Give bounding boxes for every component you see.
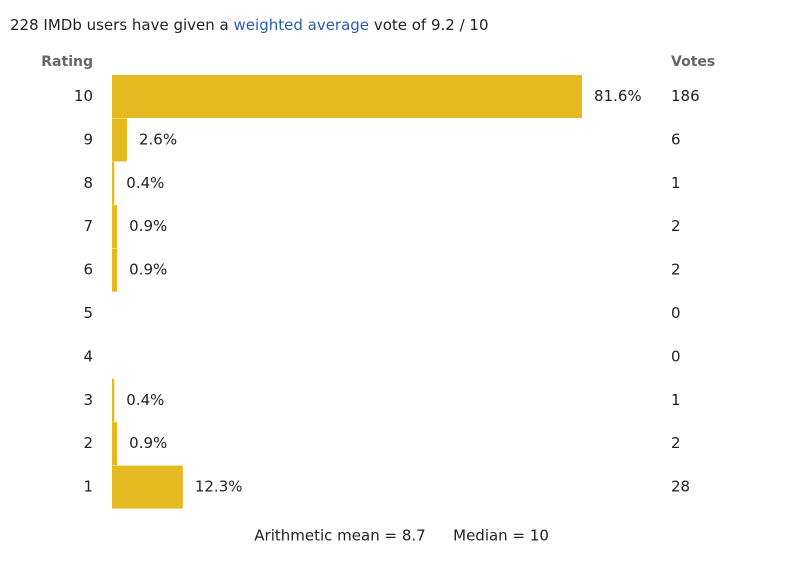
votes-header: Votes bbox=[671, 54, 715, 70]
bar bbox=[112, 422, 118, 466]
rating-label: 3 bbox=[83, 391, 93, 409]
rating-label: 9 bbox=[83, 130, 93, 148]
bar bbox=[112, 118, 127, 162]
percent-label: 12.3% bbox=[195, 478, 243, 496]
rating-label: 5 bbox=[83, 304, 93, 322]
votes-count: 186 bbox=[671, 87, 700, 105]
summary-prefix: 228 IMDb users have given a bbox=[10, 16, 229, 34]
bar bbox=[112, 161, 115, 205]
votes-count: 1 bbox=[671, 174, 681, 192]
bar bbox=[112, 378, 115, 422]
bar bbox=[112, 75, 583, 118]
bar bbox=[112, 248, 118, 292]
percent-label: 0.9% bbox=[129, 261, 167, 279]
rating-label: 7 bbox=[83, 217, 93, 235]
votes-count: 2 bbox=[671, 217, 681, 235]
votes-count: 0 bbox=[671, 304, 681, 322]
votes-count: 1 bbox=[671, 391, 681, 409]
mean: Arithmetic mean = 8.7 bbox=[254, 527, 425, 545]
rating-label: 10 bbox=[74, 87, 93, 105]
percent-label: 0.4% bbox=[126, 391, 164, 409]
rating-label: 8 bbox=[83, 174, 93, 192]
percent-label: 0.9% bbox=[129, 434, 167, 452]
votes-count: 2 bbox=[671, 434, 681, 452]
summary: 228 IMDb users have given a weighted ave… bbox=[10, 16, 489, 34]
rating-label: 6 bbox=[83, 261, 93, 279]
percent-label: 81.6% bbox=[594, 87, 642, 105]
votes-count: 0 bbox=[671, 347, 681, 365]
rating-label: 2 bbox=[83, 434, 93, 452]
median: Median = 10 bbox=[453, 527, 549, 545]
summary-link[interactable]: weighted average bbox=[234, 16, 370, 34]
votes-count: 2 bbox=[671, 261, 681, 279]
summary-suffix: vote of 9.2 / 10 bbox=[374, 16, 489, 34]
bar bbox=[112, 205, 118, 249]
rating-label: 4 bbox=[83, 347, 93, 365]
rating-label: 1 bbox=[83, 478, 93, 496]
percent-label: 0.4% bbox=[126, 174, 164, 192]
rating-header: Rating bbox=[41, 54, 93, 70]
votes-count: 28 bbox=[671, 478, 690, 496]
votes-count: 6 bbox=[671, 130, 681, 148]
bar bbox=[112, 465, 183, 509]
percent-label: 2.6% bbox=[139, 130, 177, 148]
percent-label: 0.9% bbox=[129, 217, 167, 235]
